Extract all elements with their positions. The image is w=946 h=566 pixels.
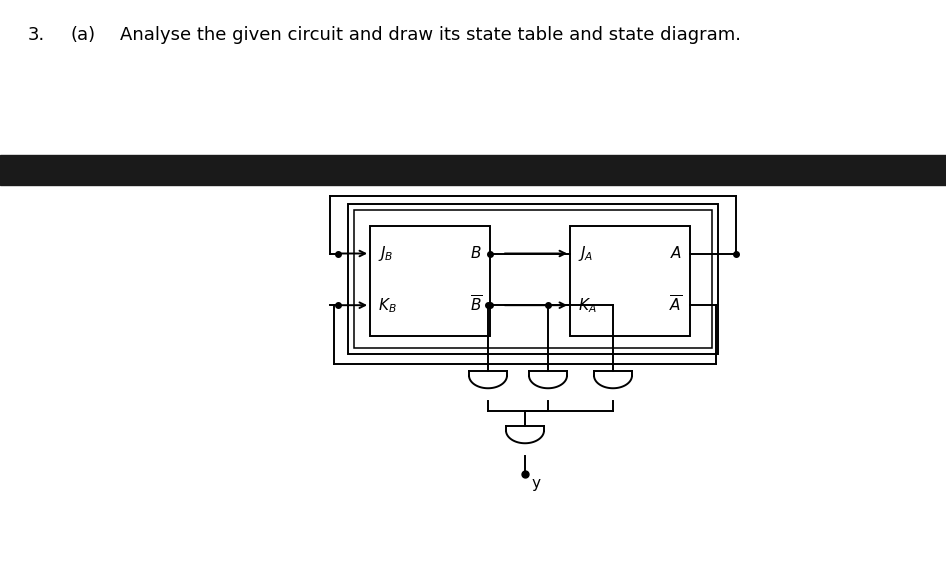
- Text: (a): (a): [70, 26, 96, 44]
- Bar: [348, 204, 718, 354]
- Text: $K_B$: $K_B$: [378, 296, 396, 315]
- Text: 3.: 3.: [28, 26, 45, 44]
- Bar: [570, 226, 690, 336]
- Text: $K_A$: $K_A$: [578, 296, 597, 315]
- Text: $J_B$: $J_B$: [378, 244, 394, 263]
- Text: $A$: $A$: [670, 246, 682, 261]
- Bar: [354, 210, 712, 348]
- Text: $\overline{A}$: $\overline{A}$: [669, 295, 682, 315]
- Text: y: y: [531, 476, 540, 491]
- Text: $\overline{B}$: $\overline{B}$: [469, 295, 482, 315]
- Text: $J_A$: $J_A$: [578, 244, 593, 263]
- Bar: [0, 155, 946, 185]
- Text: $B$: $B$: [470, 246, 482, 261]
- Text: Analyse the given circuit and draw its state table and state diagram.: Analyse the given circuit and draw its s…: [120, 26, 741, 44]
- Bar: [370, 226, 490, 336]
